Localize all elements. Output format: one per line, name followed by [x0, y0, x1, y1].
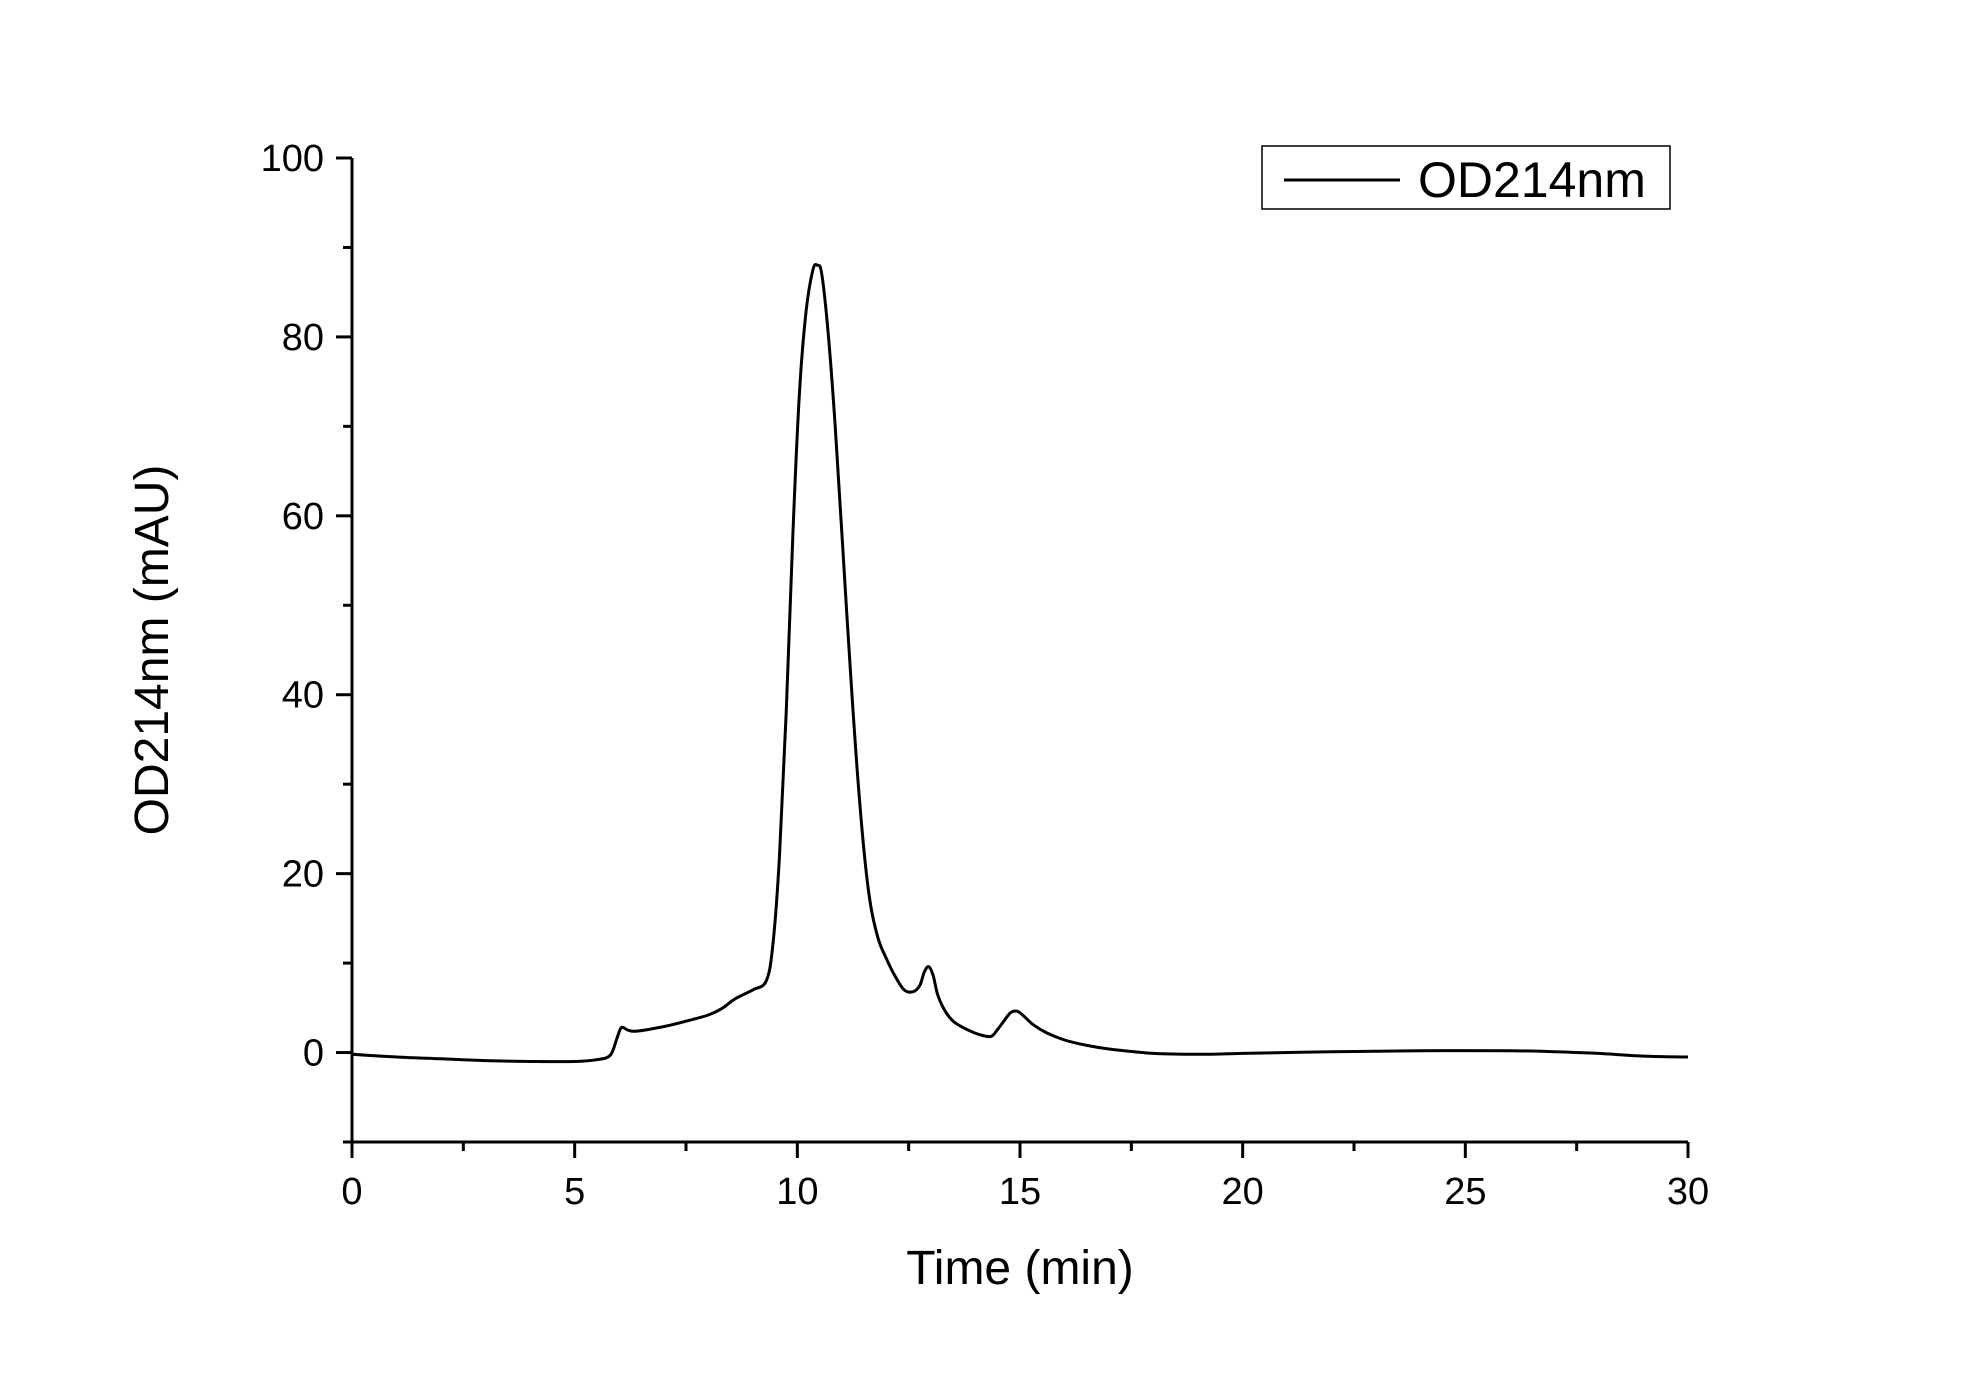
- legend-box: [1261, 145, 1671, 210]
- x-tick-label: 30: [1667, 1171, 1709, 1213]
- x-tick-label: 15: [999, 1171, 1041, 1213]
- x-tick-label: 25: [1444, 1171, 1486, 1213]
- y-tick-label: 20: [282, 854, 324, 896]
- y-tick-label: 0: [303, 1033, 324, 1075]
- y-tick-label: 100: [261, 138, 324, 180]
- x-tick-label: 0: [341, 1171, 362, 1213]
- x-tick-label: 5: [564, 1171, 585, 1213]
- legend: OD214nm: [1261, 145, 1671, 210]
- legend-label-od214nm: OD214nm: [1418, 152, 1646, 208]
- y-tick-label: 40: [282, 675, 324, 717]
- x-tick-label: 10: [776, 1171, 818, 1213]
- y-tick-label: 60: [282, 496, 324, 538]
- y-tick-label: 80: [282, 317, 324, 359]
- y-axis-ticks: 0 20 40 60 80 100: [261, 138, 352, 1144]
- plot-area: 0 5 10 15 20 25 30 0 20 40 60 80 100: [261, 138, 1710, 1213]
- x-axis-title: Time (min): [906, 1242, 1134, 1295]
- x-axis-ticks: 0 5 10 15 20 25 30: [341, 1142, 1709, 1213]
- series-line-od214nm: [351, 262, 1689, 1064]
- y-axis-title: OD214nm (mAU): [126, 465, 179, 836]
- series-layer: [351, 262, 1689, 1064]
- x-tick-label: 20: [1222, 1171, 1264, 1213]
